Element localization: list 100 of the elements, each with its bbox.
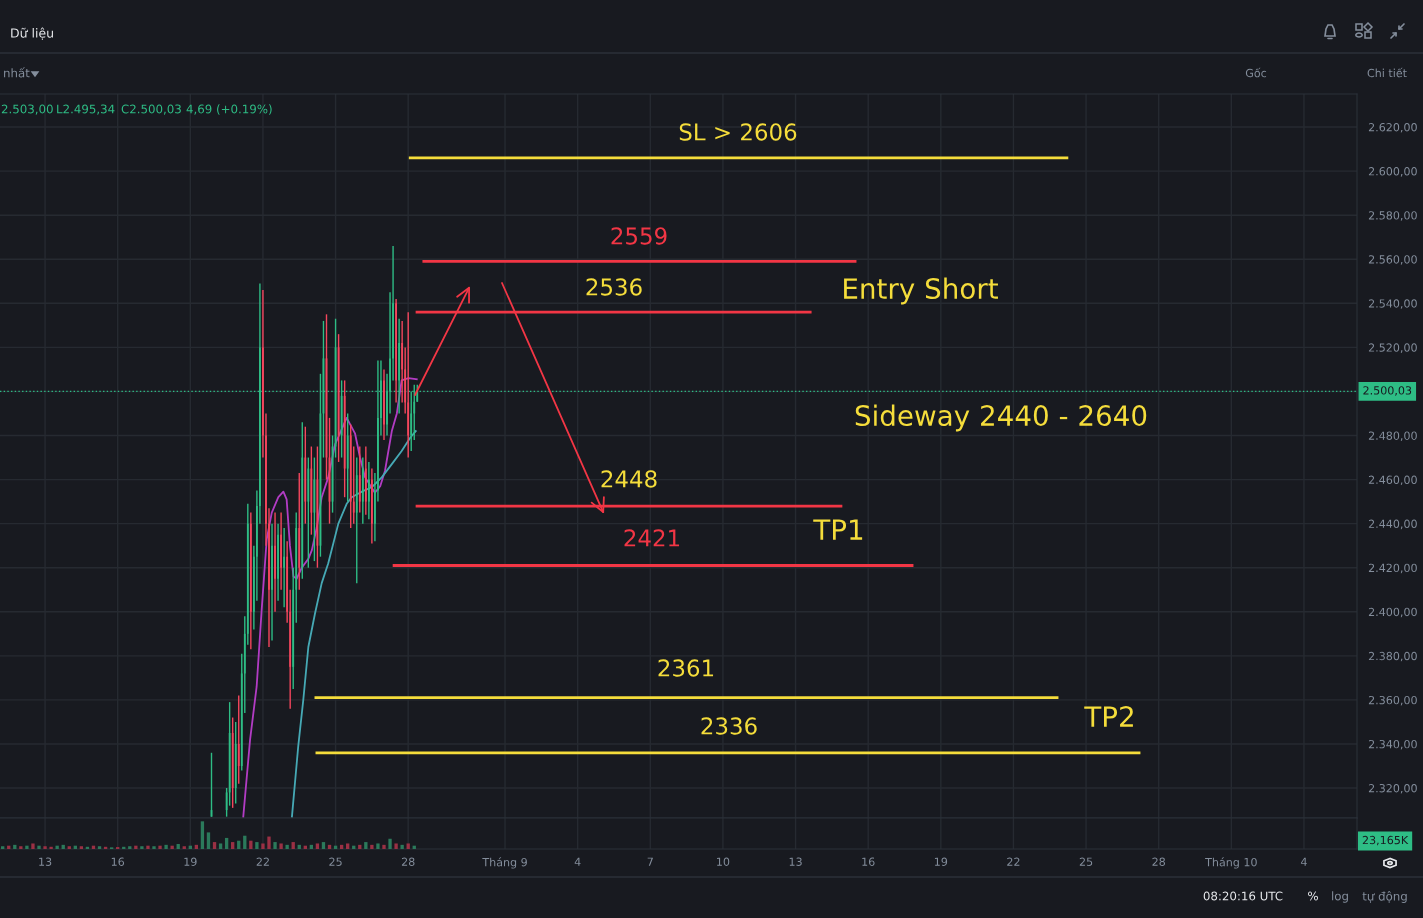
bar [67, 846, 71, 849]
bar [170, 845, 174, 849]
candlestick [343, 379, 346, 498]
text: % [1308, 891, 1318, 901]
x-tick-label: 19 [934, 857, 948, 866]
bar [43, 846, 47, 849]
bar [394, 843, 398, 849]
bar [315, 843, 320, 849]
annotation: 2559 [611, 227, 667, 245]
bar [346, 843, 350, 849]
annotation: L2.495,34 [57, 104, 115, 115]
annotation: 2421 [624, 529, 680, 547]
annotation: Entry Short [844, 277, 998, 305]
y-tick-label: 2.600,00 [1368, 167, 1417, 177]
candlestick [228, 701, 231, 807]
bar [55, 845, 59, 849]
x-tick-label: 25 [1079, 857, 1093, 866]
y-tick-label: 2.320,00 [1368, 784, 1417, 794]
text: tự động [1362, 891, 1407, 903]
bar [19, 846, 23, 849]
bar [134, 845, 138, 849]
x-tick-label: 4 [574, 857, 581, 866]
x-tick-label: 7 [647, 857, 653, 866]
bar [376, 843, 380, 849]
bar [370, 844, 374, 849]
bar [218, 843, 223, 849]
bar [37, 845, 41, 849]
annotation: 2336 [701, 717, 757, 735]
bar [273, 842, 277, 849]
bar [249, 840, 253, 849]
bar [146, 845, 150, 849]
bar [406, 843, 410, 849]
bar [231, 842, 235, 849]
bar [128, 846, 132, 849]
bar [267, 836, 271, 849]
bar [364, 842, 368, 849]
annotation: TP1 [813, 519, 863, 540]
annotation: Sideway 2440 - 2640 [855, 404, 1147, 432]
annotation: 2.503,00 [1, 104, 53, 115]
y-tick-label: 2.420,00 [1368, 563, 1417, 574]
candlestick [313, 456, 316, 562]
y-tick-label: 2.440,00 [1368, 519, 1417, 530]
bar [152, 846, 156, 849]
x-tick-label: 28 [1152, 857, 1166, 866]
bar [31, 843, 35, 849]
bar [25, 845, 29, 849]
annotation: 4,69 (+0.19%) [186, 104, 272, 115]
bar [212, 842, 217, 849]
candlestick [283, 527, 286, 609]
candlestick [395, 298, 397, 404]
x-tick-label: 13 [39, 857, 52, 866]
annotation: 2536 [586, 278, 642, 296]
y-tick-label: 2.520,00 [1368, 343, 1417, 353]
candlestick [337, 333, 340, 463]
x-tick-label: 16 [862, 857, 875, 866]
y-tick-label: 2.560,00 [1368, 255, 1417, 265]
candlestick [370, 467, 373, 545]
candlestick [237, 694, 240, 785]
x-tick-label: 13 [789, 857, 802, 866]
y-tick-label: 2.540,00 [1368, 299, 1417, 309]
annotation: C2.500,03 [121, 104, 181, 115]
text: log [1332, 891, 1348, 903]
bar [388, 838, 392, 849]
chart-title: Dữ liệu [11, 27, 53, 40]
bar [49, 846, 53, 849]
bar [140, 846, 144, 849]
text: nhất [4, 67, 30, 78]
x-tick-label: 4 [1300, 857, 1307, 866]
bar [79, 846, 84, 849]
candlestick [280, 511, 283, 591]
bar [158, 845, 162, 849]
y-tick-label: 2.460,00 [1368, 475, 1417, 486]
candlestick [277, 522, 279, 602]
text: 23,165K [1362, 835, 1409, 846]
bar [97, 846, 102, 849]
y-tick-label: 2.360,00 [1368, 695, 1417, 706]
bar [279, 843, 283, 849]
bar [400, 844, 404, 849]
x-tick-label: 22 [1007, 857, 1020, 866]
candlestick [271, 522, 273, 642]
y-tick-label: 2.480,00 [1368, 431, 1417, 442]
bar [261, 843, 265, 849]
bar [285, 844, 289, 849]
x-tick-label: Tháng 10 [1205, 857, 1257, 869]
bar [382, 844, 386, 849]
x-tick-label: 25 [329, 857, 342, 866]
y-tick-label: 2.400,00 [1368, 607, 1417, 618]
bar [255, 842, 259, 849]
bar [206, 832, 211, 849]
x-tick-label: 28 [401, 857, 415, 866]
annotation: SL > 2606 [679, 123, 797, 141]
candlestick [383, 368, 385, 441]
y-tick-label: 2.620,00 [1368, 123, 1417, 133]
y-tick-label: 2.380,00 [1368, 651, 1417, 662]
bar [291, 842, 295, 849]
candlestick [307, 456, 310, 569]
bar [200, 821, 205, 849]
x-tick-label: Tháng 9 [482, 857, 527, 869]
ref-line-label: 2.500,03 [1363, 386, 1412, 396]
annotation: 2361 [658, 659, 714, 677]
